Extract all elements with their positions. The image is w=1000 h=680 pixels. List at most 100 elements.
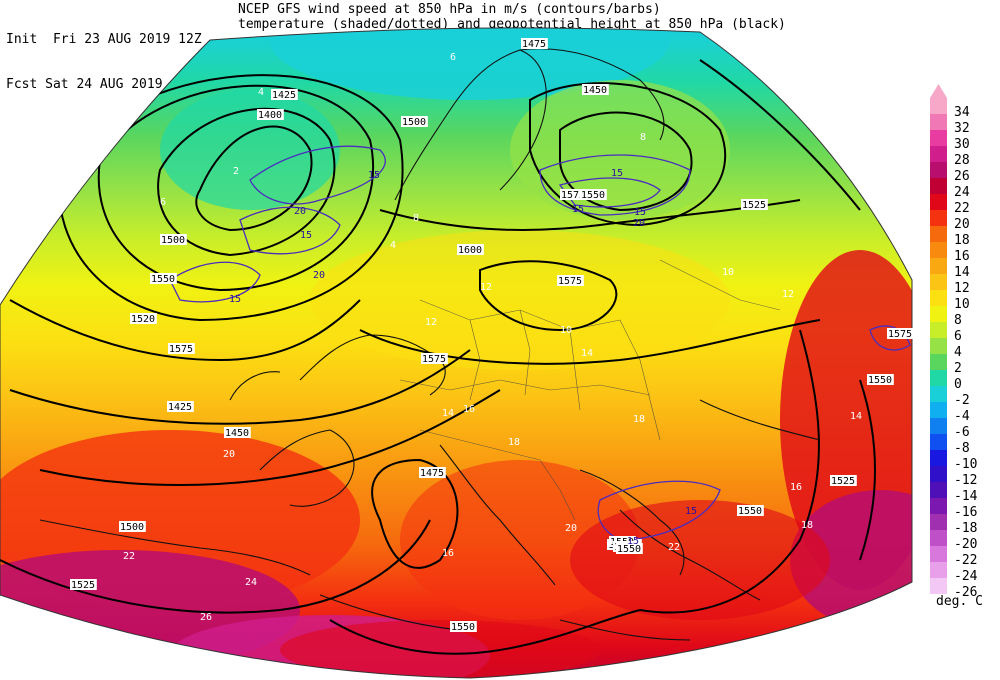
temperature-label: 4 (390, 240, 396, 251)
height-label: 1575 (169, 344, 193, 355)
height-label-bg (616, 543, 643, 554)
legend-swatch (930, 258, 947, 274)
wind-label: 15 (634, 207, 646, 218)
height-label-bg (224, 427, 251, 438)
legend-swatch (930, 546, 947, 562)
legend-swatch (930, 450, 947, 466)
height-label: 1500 (402, 117, 426, 128)
legend-label: -6 (954, 425, 970, 440)
legend-entry: 32 (930, 114, 1000, 136)
legend-swatch (930, 354, 947, 370)
height-label-bg (867, 374, 894, 385)
legend-swatch (930, 386, 947, 402)
height-label: 1550 (151, 274, 175, 285)
legend-units: deg. C (936, 594, 983, 609)
height-label-bg (130, 313, 157, 324)
legend-entry: -6 (930, 418, 1000, 440)
height-label: 1550 (451, 622, 475, 633)
legend-entry: 26 (930, 162, 1000, 184)
legend-entry: -4 (930, 402, 1000, 424)
height-label: 1550 (738, 506, 762, 517)
legend-swatch (930, 130, 947, 146)
legend-swatch (930, 114, 947, 130)
height-label: 1575 (561, 190, 585, 201)
legend-label: -22 (954, 553, 978, 568)
temperature-label: 2 (233, 166, 239, 177)
legend-entry: -18 (930, 514, 1000, 536)
height-label: 1550 (581, 190, 605, 201)
height-label-bg (450, 621, 477, 632)
forecast-time: Fcst Sat 24 AUG 2019 03Z (6, 77, 194, 92)
map-title-line-1: NCEP GFS wind speed at 850 hPa in m/s (c… (238, 2, 661, 17)
legend-swatch (930, 482, 947, 498)
temperature-label: 22 (123, 551, 135, 562)
height-label-bg (150, 273, 177, 284)
height-label-bg (257, 109, 284, 120)
legend-label: 2 (954, 361, 962, 376)
height-label-bg (737, 505, 764, 516)
temperature-label: 14 (850, 411, 862, 422)
legend-swatch (930, 146, 947, 162)
temperature-label: 18 (633, 414, 645, 425)
legend-label: -2 (954, 393, 970, 408)
legend-entry: 12 (930, 274, 1000, 296)
temperature-label: 22 (668, 542, 680, 553)
height-label-bg (119, 521, 146, 532)
height-label-bg (167, 401, 194, 412)
temperature-label: 12 (425, 317, 437, 328)
legend-entry: -24 (930, 562, 1000, 584)
temperature-label: 14 (581, 348, 593, 359)
legend-entry: 24 (930, 178, 1000, 200)
wind-label: 15 (572, 204, 584, 215)
legend-swatch (930, 322, 947, 338)
wind-label: 15 (229, 294, 241, 305)
legend-swatch (930, 210, 947, 226)
legend-label: -26 (954, 585, 978, 600)
legend-entry: 34 (930, 98, 1000, 120)
height-label-bg (521, 38, 548, 49)
legend-label: 32 (954, 121, 970, 136)
legend-label: -16 (954, 505, 978, 520)
legend-label: -20 (954, 537, 978, 552)
temperature-label: 16 (790, 482, 802, 493)
temperature-label: 4 (258, 87, 264, 98)
wind-label: 15 (627, 536, 639, 547)
wind-label: 15 (300, 230, 312, 241)
legend-swatch (930, 402, 947, 418)
legend-entry: -16 (930, 498, 1000, 520)
height-label-bg (457, 244, 484, 255)
temperature-label: 16 (442, 548, 454, 559)
temperature-label: 10 (560, 325, 572, 336)
legend-entry: -22 (930, 546, 1000, 568)
legend-entry: 10 (930, 290, 1000, 312)
legend-entry: 28 (930, 146, 1000, 168)
legend-label: -10 (954, 457, 978, 472)
legend-label: -18 (954, 521, 978, 536)
wind-label: 20 (313, 270, 325, 281)
wind-label: 20 (294, 206, 306, 217)
legend-swatch (930, 98, 947, 114)
legend-entry: 18 (930, 226, 1000, 248)
legend-swatch (930, 290, 947, 306)
legend-label: 10 (954, 297, 970, 312)
legend-entry: -14 (930, 482, 1000, 504)
temperature-label: 8 (640, 132, 646, 143)
legend-label: 0 (954, 377, 962, 392)
temperature-label: 20 (565, 523, 577, 534)
legend-swatch (930, 194, 947, 210)
legend-label: 24 (954, 185, 970, 200)
height-label: 1400 (258, 110, 282, 121)
height-label-bg (582, 84, 609, 95)
legend-label: 16 (954, 249, 970, 264)
temperature-shading (0, 27, 912, 678)
init-time: Init Fri 23 AUG 2019 12Z (6, 32, 202, 47)
height-label-bg (830, 475, 857, 486)
legend-label: 22 (954, 201, 970, 216)
legend-entry: -12 (930, 466, 1000, 488)
height-label-bg (168, 343, 195, 354)
legend-label: 20 (954, 217, 970, 232)
legend-label: 18 (954, 233, 970, 248)
height-label: 1575 (558, 276, 582, 287)
height-label-bg (271, 89, 298, 100)
